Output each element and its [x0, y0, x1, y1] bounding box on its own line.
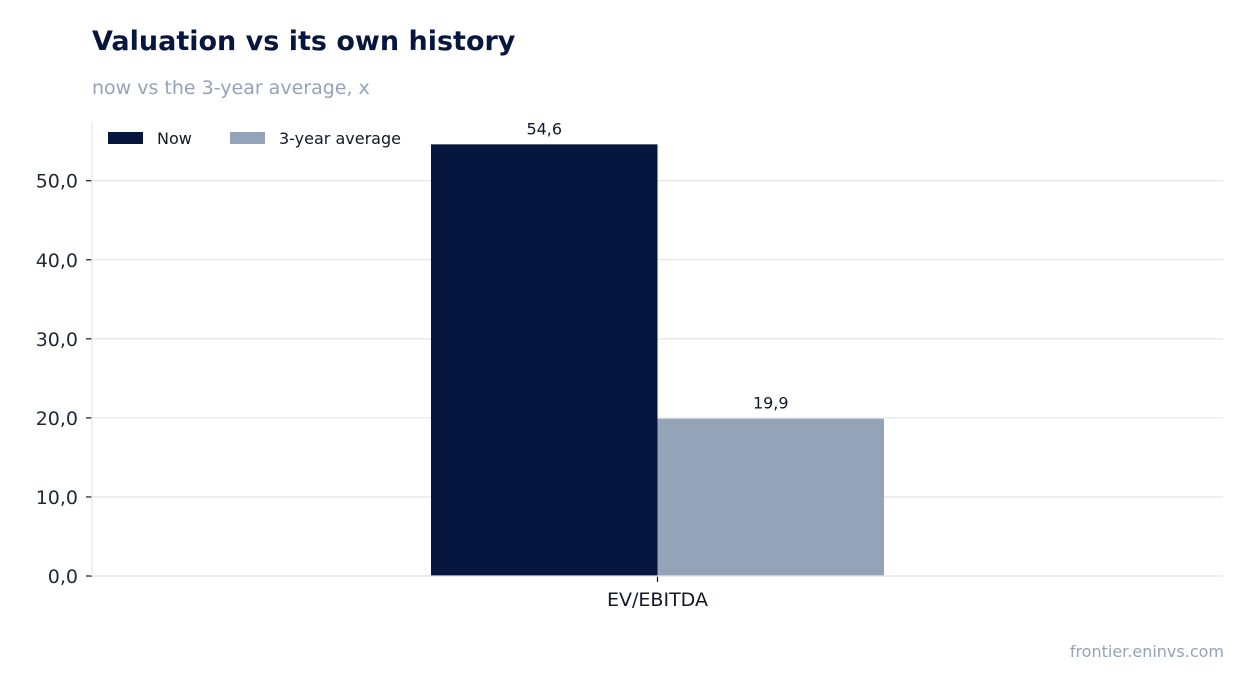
- y-tick-label: 0,0: [48, 566, 78, 588]
- y-tick-label: 10,0: [36, 487, 78, 509]
- bar-now: [431, 144, 658, 576]
- data-labels: 54,6 19,9: [526, 119, 788, 412]
- y-tick-label: 50,0: [36, 171, 78, 193]
- legend-swatch-average: [230, 132, 265, 144]
- axes: 0,0 10,0 20,0 30,0 40,0 50,0 EV/EBITDA: [36, 123, 1223, 611]
- chart-subtitle: now vs the 3-year average, x: [92, 77, 370, 99]
- legend-label-now: Now: [157, 129, 192, 148]
- data-label: 19,9: [753, 394, 789, 413]
- y-tick-label: 30,0: [36, 329, 78, 351]
- bar-average: [657, 418, 884, 576]
- y-tick-label: 20,0: [36, 408, 78, 430]
- legend-label-average: 3-year average: [279, 129, 401, 148]
- y-tick-label: 40,0: [36, 250, 78, 272]
- x-tick-label: EV/EBITDA: [607, 589, 708, 611]
- legend-swatch-now: [108, 132, 143, 144]
- chart-title: Valuation vs its own history: [92, 26, 516, 57]
- legend: Now 3-year average: [108, 129, 401, 148]
- data-label: 54,6: [526, 119, 562, 138]
- bars: [431, 144, 884, 576]
- source-credit: frontier.eninvs.com: [1069, 642, 1224, 661]
